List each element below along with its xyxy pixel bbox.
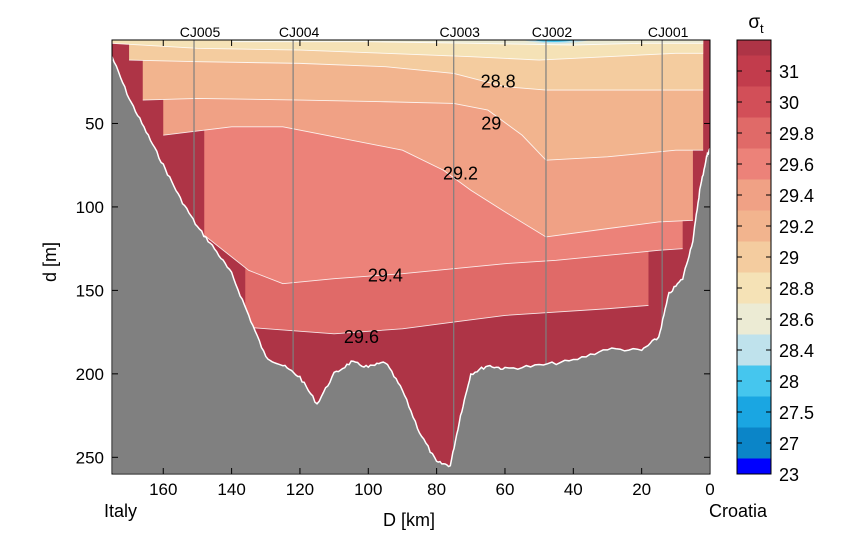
colorbar-cell [737, 55, 771, 87]
y-axis-label: d [m] [40, 242, 60, 282]
isopycnal-line [245, 304, 649, 335]
colorbar-tick-label: 29.6 [779, 155, 814, 175]
contour-label: 29.4 [368, 265, 403, 285]
contour-label: 29.6 [344, 327, 379, 347]
x-tick-label: 60 [496, 480, 515, 499]
contour-label: 29.2 [443, 164, 478, 184]
y-tick-label: 200 [76, 365, 104, 384]
station-name: CJ005 [180, 24, 221, 40]
station-name: CJ003 [439, 24, 480, 40]
colorbar-tick-label: 31 [779, 62, 799, 82]
colorbar-tick-label: 28.6 [779, 310, 814, 330]
colorbar-cell [737, 458, 771, 474]
x-tick-label: 20 [632, 480, 651, 499]
colorbar-tick-label: 23 [779, 465, 799, 485]
y-tick-label: 100 [76, 198, 104, 217]
contour-labels: 28.8 29 29.2 29.4 29.6 [344, 72, 516, 347]
colorbar-tick-label: 28 [779, 372, 799, 392]
isopycnal-line [142, 97, 704, 161]
colorbar-cell [737, 365, 771, 397]
x-tick-label: 0 [705, 480, 714, 499]
colorbar-cell [737, 179, 771, 211]
colorbar-tick-label: 27 [779, 434, 799, 454]
colorbar-cell [737, 210, 771, 242]
isopycnal-line [231, 41, 704, 46]
colorbar-title: σt [748, 12, 764, 36]
x-tick-label: 40 [564, 480, 583, 499]
colorbar-tick-label: 28.8 [779, 279, 814, 299]
contour-label: 28.8 [481, 72, 516, 92]
right-endpoint-label: Croatia [709, 501, 768, 521]
x-tick-label: 80 [427, 480, 446, 499]
colorbar-cell [737, 241, 771, 273]
plot-area: 28.8 29 29.2 29.4 29.6 [111, 39, 711, 475]
colorbar-cell [737, 272, 771, 304]
colorbar-cell [737, 427, 771, 459]
colorbar-cell [737, 396, 771, 428]
colorbar: 23 27 27.5 28 28.4 28.6 28.8 29 29.2 29.4 29.6 29.8… [736, 12, 814, 485]
y-tick-label: 50 [85, 114, 104, 133]
colorbar-tick-label: 29.8 [779, 124, 814, 144]
colorbar-cells [737, 40, 771, 474]
station-name: CJ002 [532, 24, 573, 40]
plot-frame [111, 39, 711, 475]
x-tick-label: 140 [217, 480, 245, 499]
colorbar-cell [737, 303, 771, 335]
colorbar-tick-label: 29.4 [779, 186, 814, 206]
station-names: CJ005 CJ004 CJ003 CJ002 CJ001 [180, 24, 689, 40]
colorbar-title-subscript: t [760, 21, 764, 36]
colorbar-tick-label: 27.5 [779, 403, 814, 423]
isopycnal-line [129, 59, 704, 91]
colorbar-cell [737, 117, 771, 149]
colorbar-tick-label: 29.2 [779, 217, 814, 237]
x-axis-label: D [km] [383, 510, 435, 530]
station-name: CJ004 [279, 24, 320, 40]
contour-label: 29 [481, 113, 501, 133]
y-axis: 50 100 150 200 250 [76, 114, 710, 467]
colorbar-tick-label: 28.4 [779, 341, 814, 361]
x-tick-label: 160 [149, 480, 177, 499]
x-tick-label: 100 [354, 480, 382, 499]
colorbar-cell [737, 334, 771, 366]
colorbar-ticks: 23 27 27.5 28 28.4 28.6 28.8 29 29.2 29.4 29.6 29.8… [737, 62, 814, 485]
colorbar-cell [737, 148, 771, 180]
colorbar-title-base: σ [748, 12, 760, 33]
colorbar-cell [737, 40, 771, 56]
station-name: CJ001 [648, 24, 689, 40]
isopycnal-line [163, 126, 693, 238]
colorbar-tick-label: 30 [779, 93, 799, 113]
isopycnal-line [112, 42, 704, 61]
y-tick-label: 250 [76, 448, 104, 467]
x-axis: 160 140 120 100 80 60 40 20 0 [149, 40, 715, 499]
y-tick-label: 150 [76, 281, 104, 300]
seafloor-bathymetry [111, 56, 711, 475]
colorbar-tick-label: 29 [779, 248, 799, 268]
x-tick-label: 120 [286, 480, 314, 499]
colorbar-cell [737, 86, 771, 118]
left-endpoint-label: Italy [104, 501, 137, 521]
